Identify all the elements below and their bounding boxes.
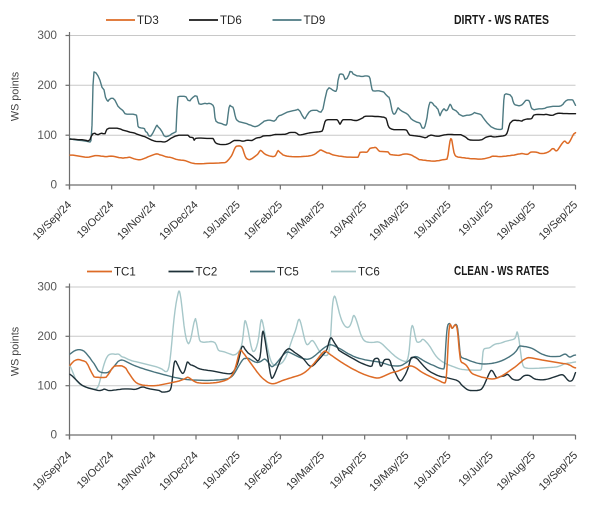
svg-text:19/Sep/25: 19/Sep/25 [537, 450, 580, 493]
svg-text:19/Sep/24: 19/Sep/24 [31, 450, 74, 493]
svg-text:19/Apr/25: 19/Apr/25 [328, 450, 370, 492]
svg-text:CLEAN - WS RATES: CLEAN - WS RATES [454, 264, 549, 278]
svg-text:19/Dec/24: 19/Dec/24 [157, 450, 200, 493]
svg-text:100: 100 [37, 128, 57, 142]
svg-text:TD6: TD6 [220, 15, 242, 27]
svg-text:19/Feb/25: 19/Feb/25 [242, 199, 285, 242]
svg-text:19/Jul/25: 19/Jul/25 [456, 199, 495, 238]
svg-text:19/Feb/25: 19/Feb/25 [242, 450, 285, 493]
svg-text:19/Jan/25: 19/Jan/25 [201, 199, 243, 241]
svg-text:200: 200 [37, 329, 57, 343]
svg-text:TC2: TC2 [196, 267, 218, 279]
svg-text:100: 100 [37, 378, 57, 392]
svg-text:19/Oct/24: 19/Oct/24 [75, 450, 117, 492]
svg-text:19/Jun/25: 19/Jun/25 [412, 450, 454, 492]
svg-text:19/Jul/25: 19/Jul/25 [456, 450, 495, 489]
svg-text:300: 300 [37, 28, 57, 42]
svg-text:19/Oct/24: 19/Oct/24 [75, 199, 117, 241]
svg-text:TD3: TD3 [137, 15, 159, 27]
svg-text:19/Mar/25: 19/Mar/25 [284, 450, 327, 493]
svg-text:300: 300 [37, 280, 57, 294]
svg-text:19/Aug/25: 19/Aug/25 [495, 199, 538, 242]
svg-text:TC6: TC6 [358, 267, 380, 279]
svg-text:TC1: TC1 [114, 267, 136, 279]
svg-text:19/May/25: 19/May/25 [367, 450, 411, 494]
svg-text:TD9: TD9 [304, 15, 326, 27]
svg-text:19/Mar/25: 19/Mar/25 [284, 199, 327, 242]
svg-text:19/Sep/25: 19/Sep/25 [537, 199, 580, 242]
svg-text:DIRTY - WS RATES: DIRTY - WS RATES [454, 13, 549, 27]
svg-text:19/Jun/25: 19/Jun/25 [412, 199, 454, 241]
svg-text:19/Sep/24: 19/Sep/24 [31, 199, 74, 242]
svg-text:200: 200 [37, 78, 57, 92]
svg-text:19/Dec/24: 19/Dec/24 [157, 199, 200, 242]
svg-text:19/Nov/24: 19/Nov/24 [115, 199, 158, 242]
svg-text:19/Nov/24: 19/Nov/24 [115, 450, 158, 493]
svg-text:19/May/25: 19/May/25 [367, 199, 411, 243]
svg-text:0: 0 [50, 428, 57, 442]
svg-text:WS points: WS points [10, 326, 22, 376]
svg-text:19/Apr/25: 19/Apr/25 [328, 199, 370, 241]
svg-text:19/Aug/25: 19/Aug/25 [495, 450, 538, 493]
svg-text:TC5: TC5 [277, 267, 299, 279]
svg-text:0: 0 [50, 178, 57, 192]
svg-text:19/Jan/25: 19/Jan/25 [201, 450, 243, 492]
svg-text:WS points: WS points [10, 71, 22, 121]
